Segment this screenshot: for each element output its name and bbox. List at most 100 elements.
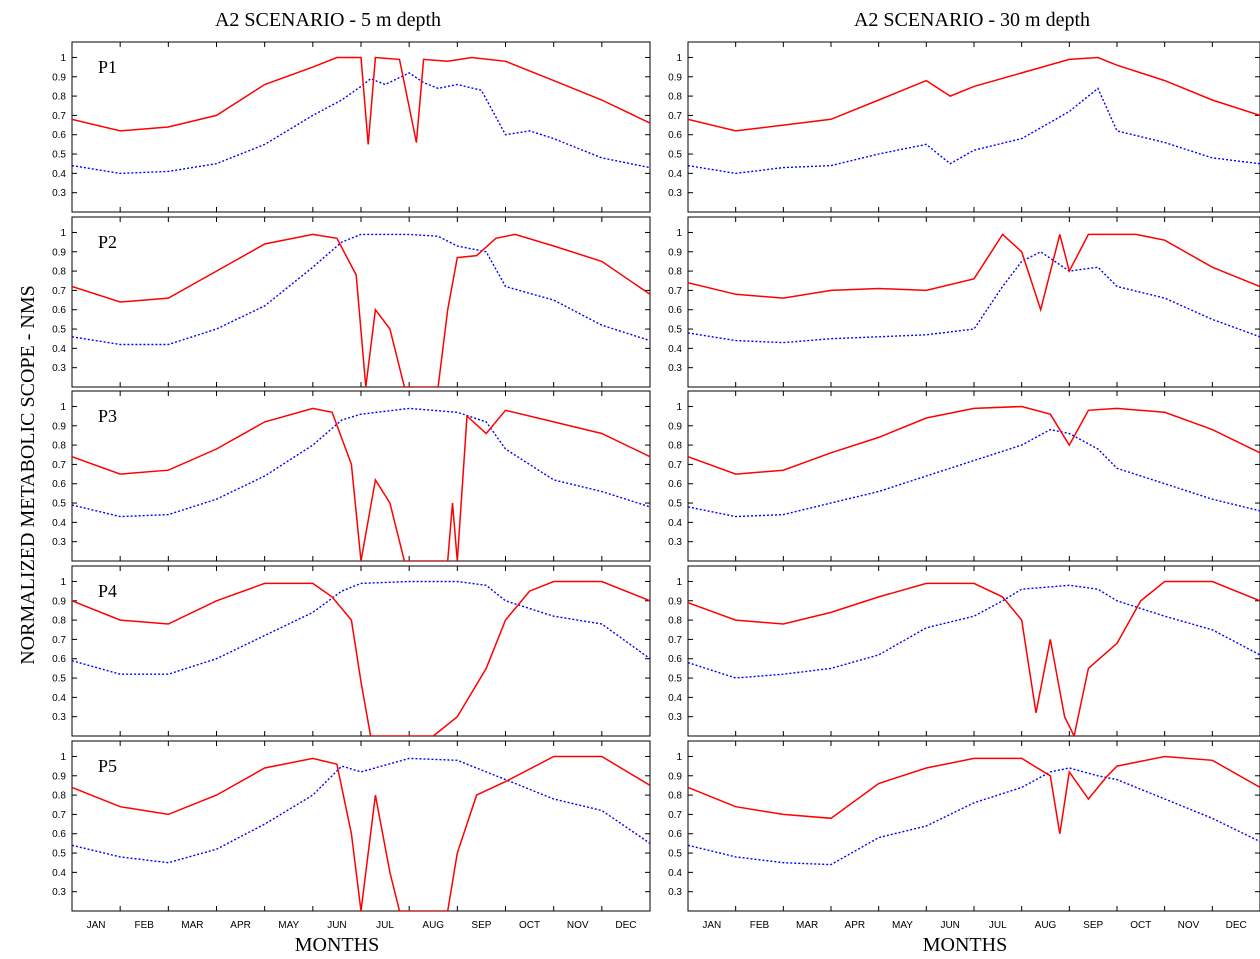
y-tick-label: 0.5 bbox=[52, 325, 66, 336]
y-tick-label: 0.4 bbox=[52, 693, 66, 704]
y-tick-label: 0.3 bbox=[668, 188, 682, 199]
y-tick-label: 0.7 bbox=[52, 286, 66, 297]
y-tick-label: 0.8 bbox=[668, 441, 682, 452]
y-tick-label: 0.6 bbox=[52, 654, 66, 665]
month-label: JUL bbox=[376, 920, 394, 931]
series-line-blue bbox=[72, 72, 650, 175]
y-tick-label: 0.9 bbox=[52, 247, 66, 258]
month-label: DEC bbox=[615, 920, 636, 931]
panel-label: P1 bbox=[98, 57, 117, 77]
month-label: APR bbox=[230, 920, 251, 931]
y-tick-label: 1 bbox=[676, 228, 682, 239]
y-tick-label: 1 bbox=[676, 577, 682, 588]
y-tick-label: 0.6 bbox=[52, 130, 66, 141]
y-tick-label: 0.7 bbox=[668, 635, 682, 646]
y-tick-label: 0.9 bbox=[668, 771, 682, 782]
series-group bbox=[688, 233, 1260, 344]
series-group bbox=[688, 56, 1260, 175]
y-tick-label: 1 bbox=[676, 53, 682, 64]
y-tick-label: 0.3 bbox=[52, 188, 66, 199]
series-line-red bbox=[688, 405, 1260, 475]
series-line-red bbox=[688, 56, 1260, 132]
month-label: MAR bbox=[796, 920, 818, 931]
y-tick-label: 0.9 bbox=[668, 72, 682, 83]
month-label: MAY bbox=[278, 920, 299, 931]
series-line-blue bbox=[688, 767, 1260, 866]
y-tick-label: 0.7 bbox=[668, 460, 682, 471]
month-label: NOV bbox=[567, 920, 589, 931]
panel-frame bbox=[71, 216, 651, 388]
panel-7: 1 0.9 0.8 0.7 0.6 0.5 0.4 0.3 bbox=[668, 216, 1260, 388]
panel-frame bbox=[687, 565, 1260, 737]
y-tick-label: 0.5 bbox=[668, 325, 682, 336]
panel-3: 1 0.9 0.8 0.7 0.6 0.5 0.4 0.3 P3 bbox=[52, 390, 651, 562]
series-line-red bbox=[72, 407, 650, 561]
month-label: OCT bbox=[1130, 920, 1151, 931]
panel-frame bbox=[71, 41, 651, 213]
right-column-title: A2 SCENARIO - 30 m depth bbox=[854, 9, 1090, 31]
y-tick-label: 1 bbox=[676, 402, 682, 413]
y-tick-label: 0.8 bbox=[52, 791, 66, 802]
y-tick-label: 0.4 bbox=[668, 344, 682, 355]
series-line-red bbox=[72, 56, 650, 145]
panel-5: 1 0.9 0.8 0.7 0.6 0.5 0.4 0.3 JAN FEB MAR APR MAY JUN… bbox=[52, 740, 651, 931]
y-tick-label: 0.8 bbox=[668, 267, 682, 278]
y-tick-label: 0.7 bbox=[668, 810, 682, 821]
month-label: AUG bbox=[1035, 920, 1057, 931]
y-tick-label: 0.8 bbox=[52, 92, 66, 103]
series-group bbox=[72, 233, 650, 387]
series-group bbox=[72, 755, 650, 911]
y-tick-label: 0.7 bbox=[52, 111, 66, 122]
y-tick-label: 0.3 bbox=[668, 363, 682, 374]
y-tick-label: 0.7 bbox=[52, 460, 66, 471]
panel-label: P4 bbox=[98, 581, 117, 601]
month-label: JAN bbox=[87, 920, 106, 931]
series-line-red bbox=[72, 755, 650, 911]
y-tick-label: 0.4 bbox=[668, 518, 682, 529]
y-tick-label: 0.5 bbox=[52, 849, 66, 860]
series-line-blue bbox=[72, 580, 650, 675]
month-label: MAY bbox=[892, 920, 913, 931]
y-tick-label: 0.4 bbox=[668, 693, 682, 704]
y-tick-label: 0.9 bbox=[668, 421, 682, 432]
series-group bbox=[688, 755, 1260, 866]
y-tick-label: 0.8 bbox=[52, 616, 66, 627]
y-tick-label: 0.5 bbox=[52, 499, 66, 510]
series-line-red bbox=[72, 233, 650, 387]
y-tick-label: 0.5 bbox=[52, 674, 66, 685]
y-tick-label: 0.6 bbox=[52, 305, 66, 316]
y-tick-label: 0.6 bbox=[52, 479, 66, 490]
month-label: FEB bbox=[135, 920, 155, 931]
y-tick-label: 0.6 bbox=[668, 479, 682, 490]
y-tick-label: 0.3 bbox=[52, 887, 66, 898]
series-line-red bbox=[688, 233, 1260, 313]
y-tick-label: 0.5 bbox=[668, 150, 682, 161]
y-tick-label: 0.6 bbox=[52, 829, 66, 840]
month-label: NOV bbox=[1178, 920, 1200, 931]
month-label: SEP bbox=[1083, 920, 1103, 931]
y-tick-label: 0.5 bbox=[668, 849, 682, 860]
panels-group: 1 0.9 0.8 0.7 0.6 0.5 0.4 0.3 P1 1 0.9 0.8 0.7 0.6 0.5… bbox=[52, 41, 1260, 931]
y-tick-label: 1 bbox=[60, 53, 66, 64]
series-line-blue bbox=[688, 584, 1260, 679]
panel-1: 1 0.9 0.8 0.7 0.6 0.5 0.4 0.3 P1 bbox=[52, 41, 651, 213]
series-line-blue bbox=[72, 233, 650, 346]
left-x-axis-label: MONTHS bbox=[295, 934, 379, 956]
panel-2: 1 0.9 0.8 0.7 0.6 0.5 0.4 0.3 P2 bbox=[52, 216, 651, 388]
y-tick-label: 0.4 bbox=[52, 169, 66, 180]
y-tick-label: 0.3 bbox=[668, 887, 682, 898]
y-tick-label: 0.8 bbox=[52, 441, 66, 452]
y-tick-label: 0.8 bbox=[52, 267, 66, 278]
month-label: SEP bbox=[471, 920, 491, 931]
y-tick-label: 0.3 bbox=[668, 537, 682, 548]
panel-label: P3 bbox=[98, 406, 117, 426]
month-label: JAN bbox=[702, 920, 721, 931]
month-label: JUN bbox=[327, 920, 346, 931]
y-tick-label: 1 bbox=[60, 402, 66, 413]
y-tick-label: 1 bbox=[60, 752, 66, 763]
y-tick-label: 0.5 bbox=[668, 674, 682, 685]
y-tick-label: 0.3 bbox=[52, 363, 66, 374]
month-label: OCT bbox=[519, 920, 540, 931]
y-tick-label: 0.4 bbox=[52, 344, 66, 355]
series-group bbox=[72, 407, 650, 561]
